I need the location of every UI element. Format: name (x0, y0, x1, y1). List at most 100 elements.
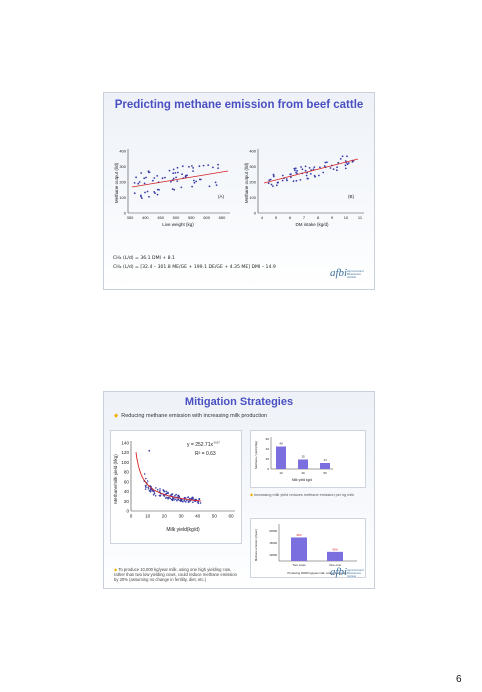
main-point (175, 498, 177, 500)
main-r2: R² = 0.63 (195, 451, 216, 457)
main-point (169, 497, 172, 500)
chart-a-point (193, 179, 195, 182)
main-point (187, 500, 190, 502)
chart-b-point (314, 175, 316, 178)
chart-b-point (281, 179, 284, 182)
chart-b-point (294, 167, 297, 170)
bar1-ytick: 40 (266, 447, 270, 451)
chart-a-xtick: 450 (157, 215, 164, 220)
page-number: 6 (456, 674, 462, 685)
chart-b-point (267, 182, 270, 185)
chart-a-point (174, 172, 177, 174)
chart-b-point (301, 168, 304, 171)
chart-a-point (176, 180, 179, 182)
main-point (146, 480, 149, 482)
bullet-text: Reducing methane emission with increasin… (121, 413, 268, 419)
chart-b-point (307, 177, 309, 180)
chart-a-xtick: 400 (142, 215, 149, 220)
chart-a-point (188, 165, 190, 168)
chart-a-point (176, 166, 179, 169)
chart-b-ytick: 200 (249, 179, 256, 184)
main-point (177, 495, 179, 497)
chart-a-point (180, 186, 183, 189)
bar2-value-label: 40% (332, 547, 338, 551)
chart-a-point (145, 176, 147, 179)
chart-a-point (171, 188, 174, 190)
main-point (144, 485, 147, 487)
main-point (199, 502, 202, 504)
chart-a-point (215, 184, 218, 186)
chart-a-tag: (A) (218, 194, 225, 199)
chart-b-point (304, 165, 307, 168)
chart-a-point (195, 180, 198, 183)
chart-b-point (285, 178, 288, 180)
main-point (175, 493, 177, 496)
chart-a-point (153, 177, 156, 179)
main-point (159, 490, 161, 492)
bullet-reducing: ◆ Reducing methane emission with increasi… (114, 413, 267, 419)
chart-b-point (329, 167, 332, 169)
chart-b-point (324, 161, 327, 164)
main-ytick: 20 (124, 499, 130, 504)
main-point (152, 494, 155, 496)
chart-a-point (212, 166, 214, 169)
main-point (178, 495, 180, 498)
chart-b-point (337, 161, 340, 164)
bar1-category: 10 (279, 471, 283, 475)
main-point (145, 486, 147, 488)
chart-a-point (192, 170, 194, 172)
main-point (186, 499, 188, 502)
chart-b-xlabel: DM intake (kg/d) (295, 222, 329, 227)
main-point (145, 477, 147, 480)
chart-a-point (147, 170, 150, 173)
bar1-bar (298, 459, 308, 469)
chart-a-point (148, 195, 150, 198)
main-xtick: 50 (212, 514, 218, 519)
main-point (143, 473, 146, 475)
main-ytick: 80 (124, 470, 130, 475)
chart-b-point (351, 161, 354, 163)
chart-a-point (137, 182, 140, 185)
main-point (155, 487, 157, 489)
main-ytick: 60 (124, 479, 130, 484)
main-ytick: 140 (121, 441, 129, 446)
main-exponent: -0.67 (213, 441, 220, 445)
main-point (165, 490, 167, 493)
main-xtick: 0 (130, 514, 133, 519)
chart-a-point (140, 172, 143, 174)
logo-subtext: Agri-Food and Biosciences Institute (347, 270, 364, 279)
chart-b-point (339, 158, 342, 160)
chart-a-point (172, 168, 175, 171)
chart-b-point (295, 179, 298, 182)
main-ytick: 40 (124, 489, 130, 494)
chart-a-xtick: 650 (219, 215, 226, 220)
main-point (192, 501, 194, 504)
bar2-category: Two cows (292, 563, 306, 567)
bar2-ytick: 20000 (269, 529, 277, 533)
chart-b-ytick: 0 (254, 210, 257, 215)
footnote-line-3: by 20% (assuming no change in fertility,… (114, 577, 207, 582)
chart-b-xtick: 7 (303, 215, 306, 220)
chart-a-point (193, 181, 196, 184)
main-ytick: 120 (121, 450, 129, 455)
main-point (190, 497, 192, 500)
chart-a-ytick: 0 (124, 210, 127, 215)
chart-a-point (173, 188, 176, 191)
main-xtick: 30 (178, 514, 184, 519)
chart-b-point (336, 169, 338, 172)
chart-a-point (143, 182, 146, 185)
bar1-bar (320, 463, 330, 469)
afbi-logo: afbi Agri-Food and Biosciences Institute (330, 267, 366, 281)
chart-a-ytick: 200 (119, 179, 126, 184)
equation-1: CH₄ (L/d) = 36.1 DMI + 8.1 (113, 256, 175, 261)
main-point (182, 501, 184, 503)
chart-a-point (138, 181, 141, 183)
bar1-ytick: 60 (266, 437, 270, 441)
main-xtick: 10 (145, 514, 151, 519)
main-point (170, 494, 172, 496)
chart-a-point (133, 182, 136, 184)
chart-a-ytick: 100 (119, 195, 126, 200)
main-xtick: 40 (195, 514, 201, 519)
chart-b-xtick: 6 (289, 215, 292, 220)
chart-b-point (272, 185, 274, 187)
